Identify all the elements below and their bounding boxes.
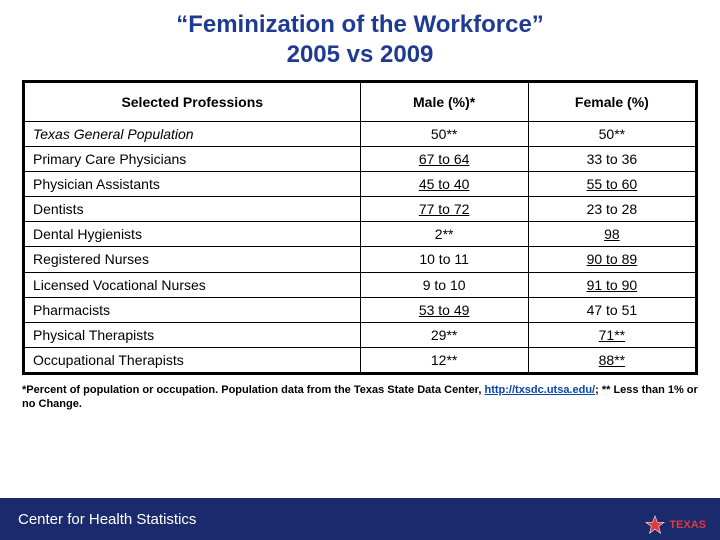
table-row: Physical Therapists29**71** xyxy=(24,322,697,347)
table-row: Licensed Vocational Nurses9 to 1091 to 9… xyxy=(24,272,697,297)
cell-male: 67 to 64 xyxy=(360,147,528,172)
cell-profession: Dental Hygienists xyxy=(24,222,361,247)
table-row: Pharmacists53 to 4947 to 51 xyxy=(24,297,697,322)
cell-female: 98 xyxy=(528,222,696,247)
cell-male: 53 to 49 xyxy=(360,297,528,322)
professions-table: Selected Professions Male (%)* Female (%… xyxy=(22,80,698,375)
title-line-2: 2005 vs 2009 xyxy=(287,41,434,68)
table-row: Texas General Population50**50** xyxy=(24,122,697,147)
table-row: Primary Care Physicians67 to 6433 to 36 xyxy=(24,147,697,172)
cell-male: 2** xyxy=(360,222,528,247)
cell-profession: Physical Therapists xyxy=(24,322,361,347)
table-row: Registered Nurses10 to 1190 to 89 xyxy=(24,247,697,272)
table-row: Physician Assistants45 to 4055 to 60 xyxy=(24,172,697,197)
cell-profession: Pharmacists xyxy=(24,297,361,322)
cell-female: 71** xyxy=(528,322,696,347)
cell-profession: Dentists xyxy=(24,197,361,222)
col-header-male: Male (%)* xyxy=(360,82,528,122)
cell-female: 91 to 90 xyxy=(528,272,696,297)
col-header-female: Female (%) xyxy=(528,82,696,122)
cell-male: 77 to 72 xyxy=(360,197,528,222)
cell-male: 12** xyxy=(360,347,528,373)
cell-profession: Physician Assistants xyxy=(24,172,361,197)
footnote: *Percent of population or occupation. Po… xyxy=(0,375,720,412)
footnote-link[interactable]: http://txsdc.utsa.edu/ xyxy=(484,384,595,396)
cell-female: 47 to 51 xyxy=(528,297,696,322)
cell-female: 23 to 28 xyxy=(528,197,696,222)
cell-female: 55 to 60 xyxy=(528,172,696,197)
footnote-text-before: *Percent of population or occupation. Po… xyxy=(22,384,484,396)
table-row: Dentists77 to 7223 to 28 xyxy=(24,197,697,222)
cell-male: 50** xyxy=(360,122,528,147)
cell-profession: Texas General Population xyxy=(24,122,361,147)
cell-male: 10 to 11 xyxy=(360,247,528,272)
table-header-row: Selected Professions Male (%)* Female (%… xyxy=(24,82,697,122)
cell-female: 90 to 89 xyxy=(528,247,696,272)
footer-label: Center for Health Statistics xyxy=(18,511,196,528)
table-body: Texas General Population50**50**Primary … xyxy=(24,122,697,374)
cell-male: 29** xyxy=(360,322,528,347)
table-row: Occupational Therapists12**88** xyxy=(24,347,697,373)
cell-male: 45 to 40 xyxy=(360,172,528,197)
cell-male: 9 to 10 xyxy=(360,272,528,297)
logo-brand-text: TEXAS xyxy=(669,519,706,531)
cell-female: 88** xyxy=(528,347,696,373)
texas-dshs-logo: TEXAS xyxy=(644,514,706,536)
cell-profession: Licensed Vocational Nurses xyxy=(24,272,361,297)
cell-profession: Occupational Therapists xyxy=(24,347,361,373)
col-header-profession: Selected Professions xyxy=(24,82,361,122)
texas-star-icon xyxy=(644,514,666,536)
logo-text-block: TEXAS xyxy=(669,519,706,531)
table-container: Selected Professions Male (%)* Female (%… xyxy=(0,74,720,375)
title-line-1: “Feminization of the Workforce” xyxy=(176,11,544,38)
cell-profession: Primary Care Physicians xyxy=(24,147,361,172)
slide-title: “Feminization of the Workforce” 2005 vs … xyxy=(0,0,720,74)
cell-female: 50** xyxy=(528,122,696,147)
footer-bar: Center for Health Statistics TEXAS xyxy=(0,498,720,540)
cell-profession: Registered Nurses xyxy=(24,247,361,272)
cell-female: 33 to 36 xyxy=(528,147,696,172)
table-row: Dental Hygienists2**98 xyxy=(24,222,697,247)
